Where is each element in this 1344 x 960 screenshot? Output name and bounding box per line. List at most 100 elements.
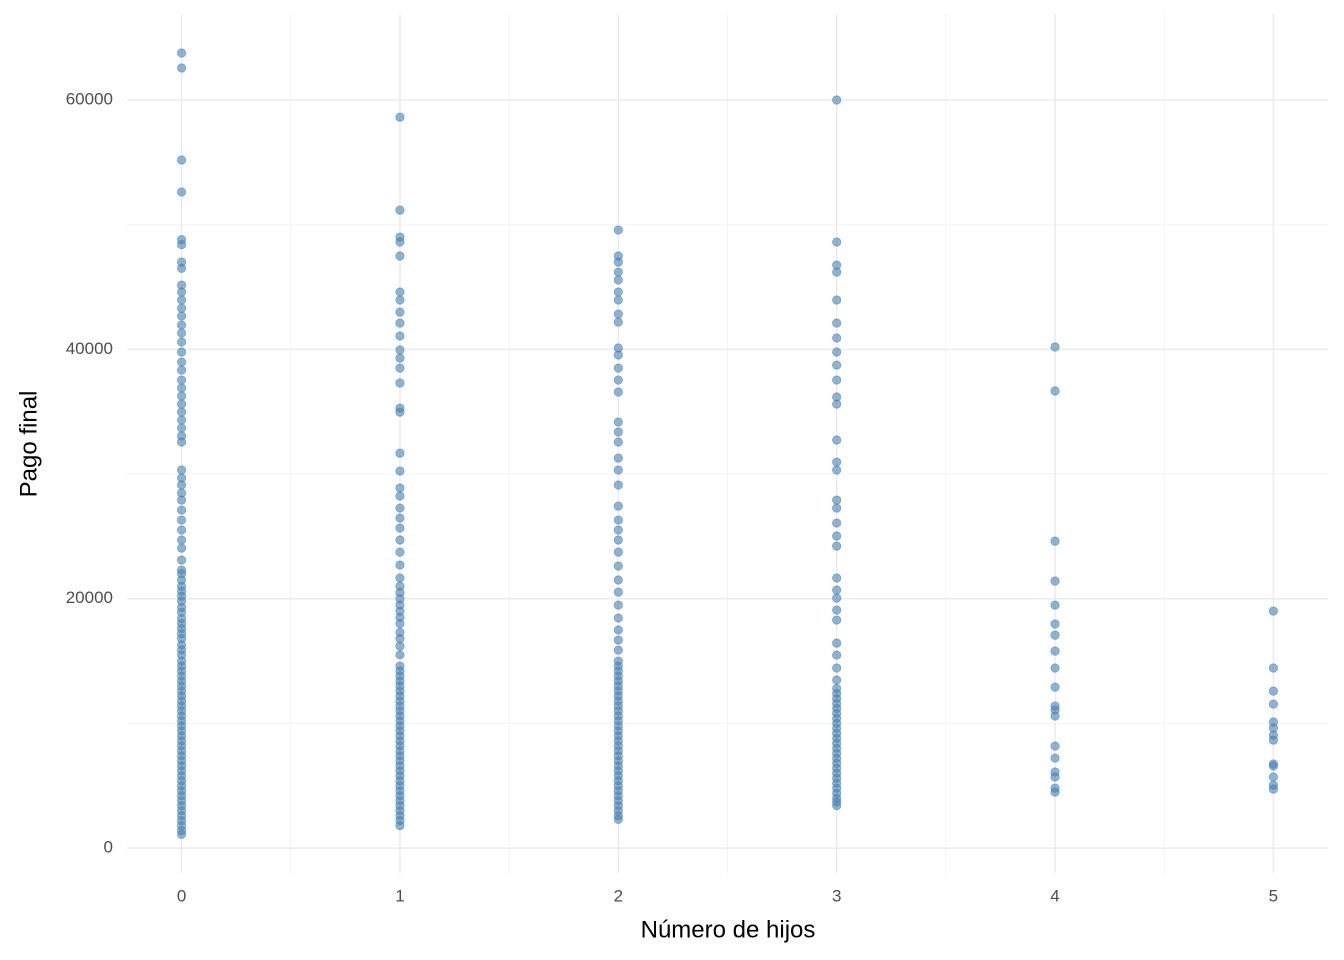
point xyxy=(1050,682,1060,692)
point xyxy=(832,465,842,475)
point xyxy=(395,491,405,501)
point xyxy=(613,480,623,490)
y-tick-label: 0 xyxy=(104,838,113,857)
point xyxy=(613,267,623,277)
point xyxy=(176,423,187,433)
point xyxy=(395,821,405,831)
point xyxy=(613,225,623,235)
point xyxy=(176,525,187,535)
point xyxy=(395,112,405,122)
point xyxy=(1050,711,1060,721)
point xyxy=(832,399,842,409)
point xyxy=(395,318,405,328)
point xyxy=(395,466,405,476)
point xyxy=(176,383,187,393)
point xyxy=(176,337,187,347)
point xyxy=(1050,630,1060,640)
point xyxy=(1268,699,1279,709)
point xyxy=(832,267,842,277)
point xyxy=(395,237,405,247)
point xyxy=(613,525,623,535)
point xyxy=(176,287,187,297)
point xyxy=(395,547,405,557)
point xyxy=(176,320,187,330)
x-tick-label: 4 xyxy=(1050,886,1059,905)
point xyxy=(395,560,405,570)
point xyxy=(176,187,187,197)
point xyxy=(176,328,187,338)
point xyxy=(176,391,187,401)
point xyxy=(832,541,842,551)
x-tick-label: 5 xyxy=(1269,886,1278,905)
point xyxy=(832,360,842,370)
point xyxy=(176,495,187,505)
point xyxy=(832,503,842,513)
point xyxy=(613,814,623,824)
x-tick-label: 2 xyxy=(614,886,623,905)
x-axis-title: Número de hijos xyxy=(641,916,816,943)
point xyxy=(1268,686,1279,696)
point xyxy=(832,605,842,615)
point xyxy=(176,48,187,58)
x-tick-label: 3 xyxy=(832,886,841,905)
point xyxy=(176,295,187,305)
point xyxy=(176,347,187,357)
point xyxy=(395,650,405,660)
point xyxy=(832,95,842,105)
point xyxy=(613,309,623,319)
point xyxy=(832,457,842,467)
point xyxy=(613,350,623,360)
point xyxy=(613,453,623,463)
point xyxy=(176,399,187,409)
point xyxy=(1050,342,1060,352)
point xyxy=(176,155,187,165)
point xyxy=(613,625,623,635)
point xyxy=(832,318,842,328)
point xyxy=(395,503,405,513)
point xyxy=(613,317,623,327)
point xyxy=(613,417,623,427)
point xyxy=(613,515,623,525)
point xyxy=(1050,600,1060,610)
point xyxy=(1268,606,1279,616)
point xyxy=(176,535,187,545)
point xyxy=(832,593,842,603)
point xyxy=(613,375,623,385)
point xyxy=(395,523,405,533)
point xyxy=(832,237,842,247)
point xyxy=(832,573,842,583)
point xyxy=(1050,741,1060,751)
point xyxy=(395,513,405,523)
point xyxy=(1050,646,1060,656)
point xyxy=(832,295,842,305)
point xyxy=(176,365,187,375)
point xyxy=(176,303,187,313)
point xyxy=(832,347,842,357)
point xyxy=(176,415,187,425)
point xyxy=(1050,386,1060,396)
point xyxy=(1268,784,1279,794)
point xyxy=(395,307,405,317)
point xyxy=(613,587,623,597)
point xyxy=(395,205,405,215)
point xyxy=(613,600,623,610)
point xyxy=(176,357,187,367)
point xyxy=(1050,536,1060,546)
point xyxy=(395,331,405,341)
point xyxy=(613,363,623,373)
point xyxy=(613,575,623,585)
point xyxy=(832,615,842,625)
point xyxy=(176,311,187,321)
point xyxy=(395,363,405,373)
point xyxy=(1050,787,1060,797)
point xyxy=(832,585,842,595)
point xyxy=(1050,576,1060,586)
point xyxy=(1050,619,1060,629)
y-axis-title: Pago final xyxy=(15,391,42,498)
point xyxy=(176,480,187,490)
point xyxy=(395,535,405,545)
point xyxy=(613,535,623,545)
point xyxy=(395,641,405,651)
point xyxy=(176,407,187,417)
